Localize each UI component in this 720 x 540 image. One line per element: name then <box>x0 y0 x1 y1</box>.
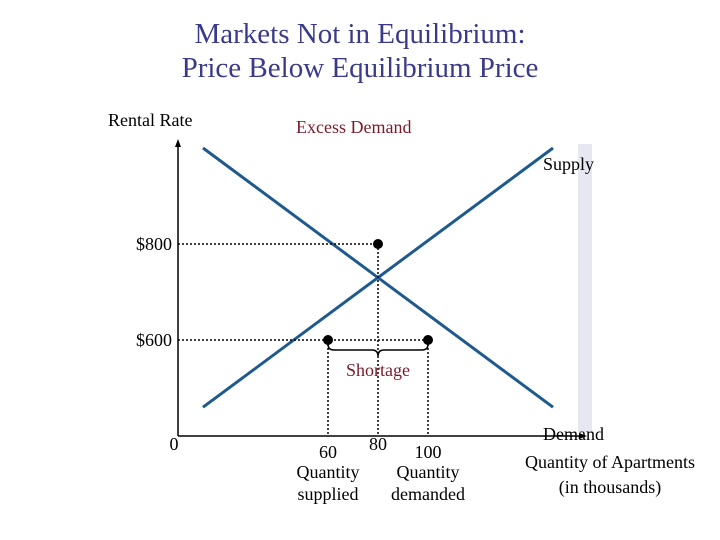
title-line-1: Markets Not in Equilibrium: <box>194 18 526 50</box>
x-tick-label-60: 60 <box>319 442 337 462</box>
quantity-demanded-point <box>423 335 433 345</box>
y-axis-label: Rental Rate <box>108 110 193 130</box>
x-axis-label-line-2: (in thousands) <box>558 477 662 497</box>
x-tick-label-80: 80 <box>369 434 387 454</box>
title-line-2: Price Below Equilibrium Price <box>181 52 539 84</box>
price-label-800: $800 <box>136 234 172 254</box>
x-tick-sub-100-1: demanded <box>391 484 465 504</box>
x-tick-sub-60-1: supplied <box>298 484 359 504</box>
x-tick-label-0: 0 <box>170 434 179 454</box>
price-label-600: $600 <box>136 330 172 350</box>
supply-label: Supply <box>543 154 594 174</box>
shortage-brace <box>327 343 429 357</box>
x-axis-label-line-1: Quantity of Apartments <box>525 452 695 472</box>
quantity-supplied-point <box>323 335 333 345</box>
x-tick-sub-100-0: Quantity <box>397 462 460 482</box>
demand-label: Demand <box>543 424 604 444</box>
equilibrium-point <box>373 239 383 249</box>
shortage-label: Shortage <box>346 360 410 380</box>
excess-demand-label: Excess Demand <box>296 117 412 137</box>
x-tick-sub-60-0: Quantity <box>297 462 360 482</box>
x-tick-label-100: 100 <box>415 442 442 462</box>
